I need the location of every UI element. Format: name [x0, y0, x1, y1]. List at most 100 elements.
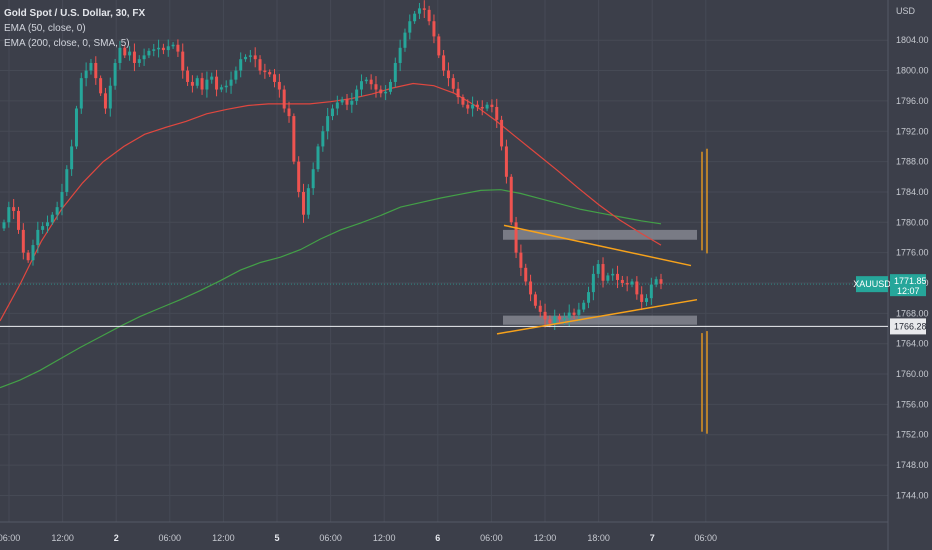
candle-body[interactable] — [596, 264, 600, 274]
descending-trendline[interactable] — [503, 224, 692, 267]
candle-body[interactable] — [224, 85, 228, 88]
candle-body[interactable] — [509, 176, 513, 223]
candle-body[interactable] — [186, 70, 190, 82]
candle-body[interactable] — [611, 273, 615, 276]
candle-body[interactable] — [161, 47, 165, 51]
candle-body[interactable] — [350, 100, 354, 105]
ema50-line[interactable] — [0, 82, 662, 322]
candle-body[interactable] — [625, 283, 629, 285]
ema200-legend[interactable]: EMA (200, close, 0, SMA, 5) — [4, 38, 130, 49]
candle-body[interactable] — [495, 106, 499, 120]
candle-body[interactable] — [200, 78, 204, 90]
candle-body[interactable] — [79, 78, 83, 109]
candle-body[interactable] — [108, 85, 112, 109]
candle-body[interactable] — [567, 312, 571, 318]
candle-body[interactable] — [171, 44, 175, 47]
support-zone[interactable] — [503, 315, 697, 325]
candle-body[interactable] — [277, 81, 281, 90]
candle-body[interactable] — [176, 44, 180, 52]
candle-body[interactable] — [70, 146, 74, 170]
candle-body[interactable] — [26, 252, 30, 261]
candle-body[interactable] — [533, 294, 537, 306]
candle-body[interactable] — [374, 84, 378, 90]
candle-body[interactable] — [84, 70, 88, 79]
candle-body[interactable] — [500, 119, 504, 147]
candle-body[interactable] — [558, 316, 562, 320]
candle-body[interactable] — [384, 91, 388, 94]
candle-body[interactable] — [287, 108, 291, 117]
candle-body[interactable] — [529, 281, 533, 295]
candle-body[interactable] — [451, 78, 455, 89]
candle-body[interactable] — [466, 104, 470, 109]
candle-body[interactable] — [21, 229, 25, 253]
candle-body[interactable] — [137, 59, 141, 63]
candle-body[interactable] — [229, 79, 233, 86]
candle-body[interactable] — [379, 89, 383, 94]
candle-body[interactable] — [645, 298, 649, 302]
candle-body[interactable] — [490, 104, 494, 107]
candle-body[interactable] — [311, 169, 315, 189]
candle-body[interactable] — [485, 104, 489, 109]
candle-body[interactable] — [219, 87, 223, 90]
candle-body[interactable] — [65, 169, 69, 192]
candle-body[interactable] — [50, 214, 54, 223]
candle-body[interactable] — [103, 93, 107, 109]
candle-body[interactable] — [582, 302, 586, 310]
candle-body[interactable] — [74, 108, 78, 147]
candle-body[interactable] — [326, 116, 330, 132]
candle-body[interactable] — [456, 88, 460, 98]
candle-body[interactable] — [422, 8, 426, 10]
candle-body[interactable] — [282, 89, 286, 109]
ema200-line[interactable] — [0, 189, 662, 389]
candle-body[interactable] — [321, 131, 325, 147]
candle-body[interactable] — [340, 99, 344, 103]
ascending-trendline[interactable] — [496, 298, 698, 335]
candle-body[interactable] — [147, 50, 151, 56]
candle-body[interactable] — [253, 55, 257, 60]
ema50-legend[interactable]: EMA (50, close, 0) — [4, 23, 86, 34]
candle-body[interactable] — [55, 207, 59, 215]
candle-body[interactable] — [89, 62, 93, 71]
candle-body[interactable] — [572, 312, 576, 315]
candle-body[interactable] — [475, 104, 479, 107]
candle-body[interactable] — [355, 89, 359, 101]
candle-body[interactable] — [297, 161, 301, 192]
candle-body[interactable] — [504, 146, 508, 177]
candle-body[interactable] — [514, 222, 518, 253]
candle-body[interactable] — [345, 99, 349, 105]
candle-body[interactable] — [649, 284, 653, 299]
candle-body[interactable] — [157, 47, 161, 50]
symbol-title[interactable]: Gold Spot / U.S. Dollar, 30, FX — [4, 8, 146, 19]
candle-body[interactable] — [471, 104, 475, 109]
candle-body[interactable] — [331, 108, 334, 117]
candle-body[interactable] — [166, 46, 170, 51]
candle-body[interactable] — [205, 79, 209, 90]
candle-body[interactable] — [113, 62, 117, 86]
candle-body[interactable] — [302, 191, 306, 215]
candle-body[interactable] — [408, 21, 412, 33]
candle-body[interactable] — [640, 294, 644, 302]
candle-body[interactable] — [258, 59, 262, 71]
candle-body[interactable] — [31, 245, 35, 261]
candle-body[interactable] — [437, 36, 441, 56]
candle-body[interactable] — [152, 49, 156, 51]
candle-body[interactable] — [630, 281, 634, 285]
candle-body[interactable] — [393, 62, 397, 82]
candle-body[interactable] — [45, 222, 49, 227]
candle-body[interactable] — [94, 62, 98, 79]
candle-body[interactable] — [620, 279, 624, 284]
candle-body[interactable] — [359, 81, 363, 90]
candle-body[interactable] — [190, 81, 194, 86]
candle-body[interactable] — [306, 188, 310, 215]
candle-body[interactable] — [548, 319, 552, 324]
candle-body[interactable] — [413, 13, 417, 22]
candle-body[interactable] — [538, 305, 542, 312]
candle-body[interactable] — [142, 55, 146, 60]
candle-body[interactable] — [263, 70, 267, 73]
candle-body[interactable] — [635, 281, 639, 295]
candle-body[interactable] — [606, 275, 610, 281]
candle-body[interactable] — [446, 70, 450, 79]
candle-body[interactable] — [654, 279, 658, 285]
candle-body[interactable] — [123, 47, 127, 56]
candle-body[interactable] — [587, 292, 591, 303]
